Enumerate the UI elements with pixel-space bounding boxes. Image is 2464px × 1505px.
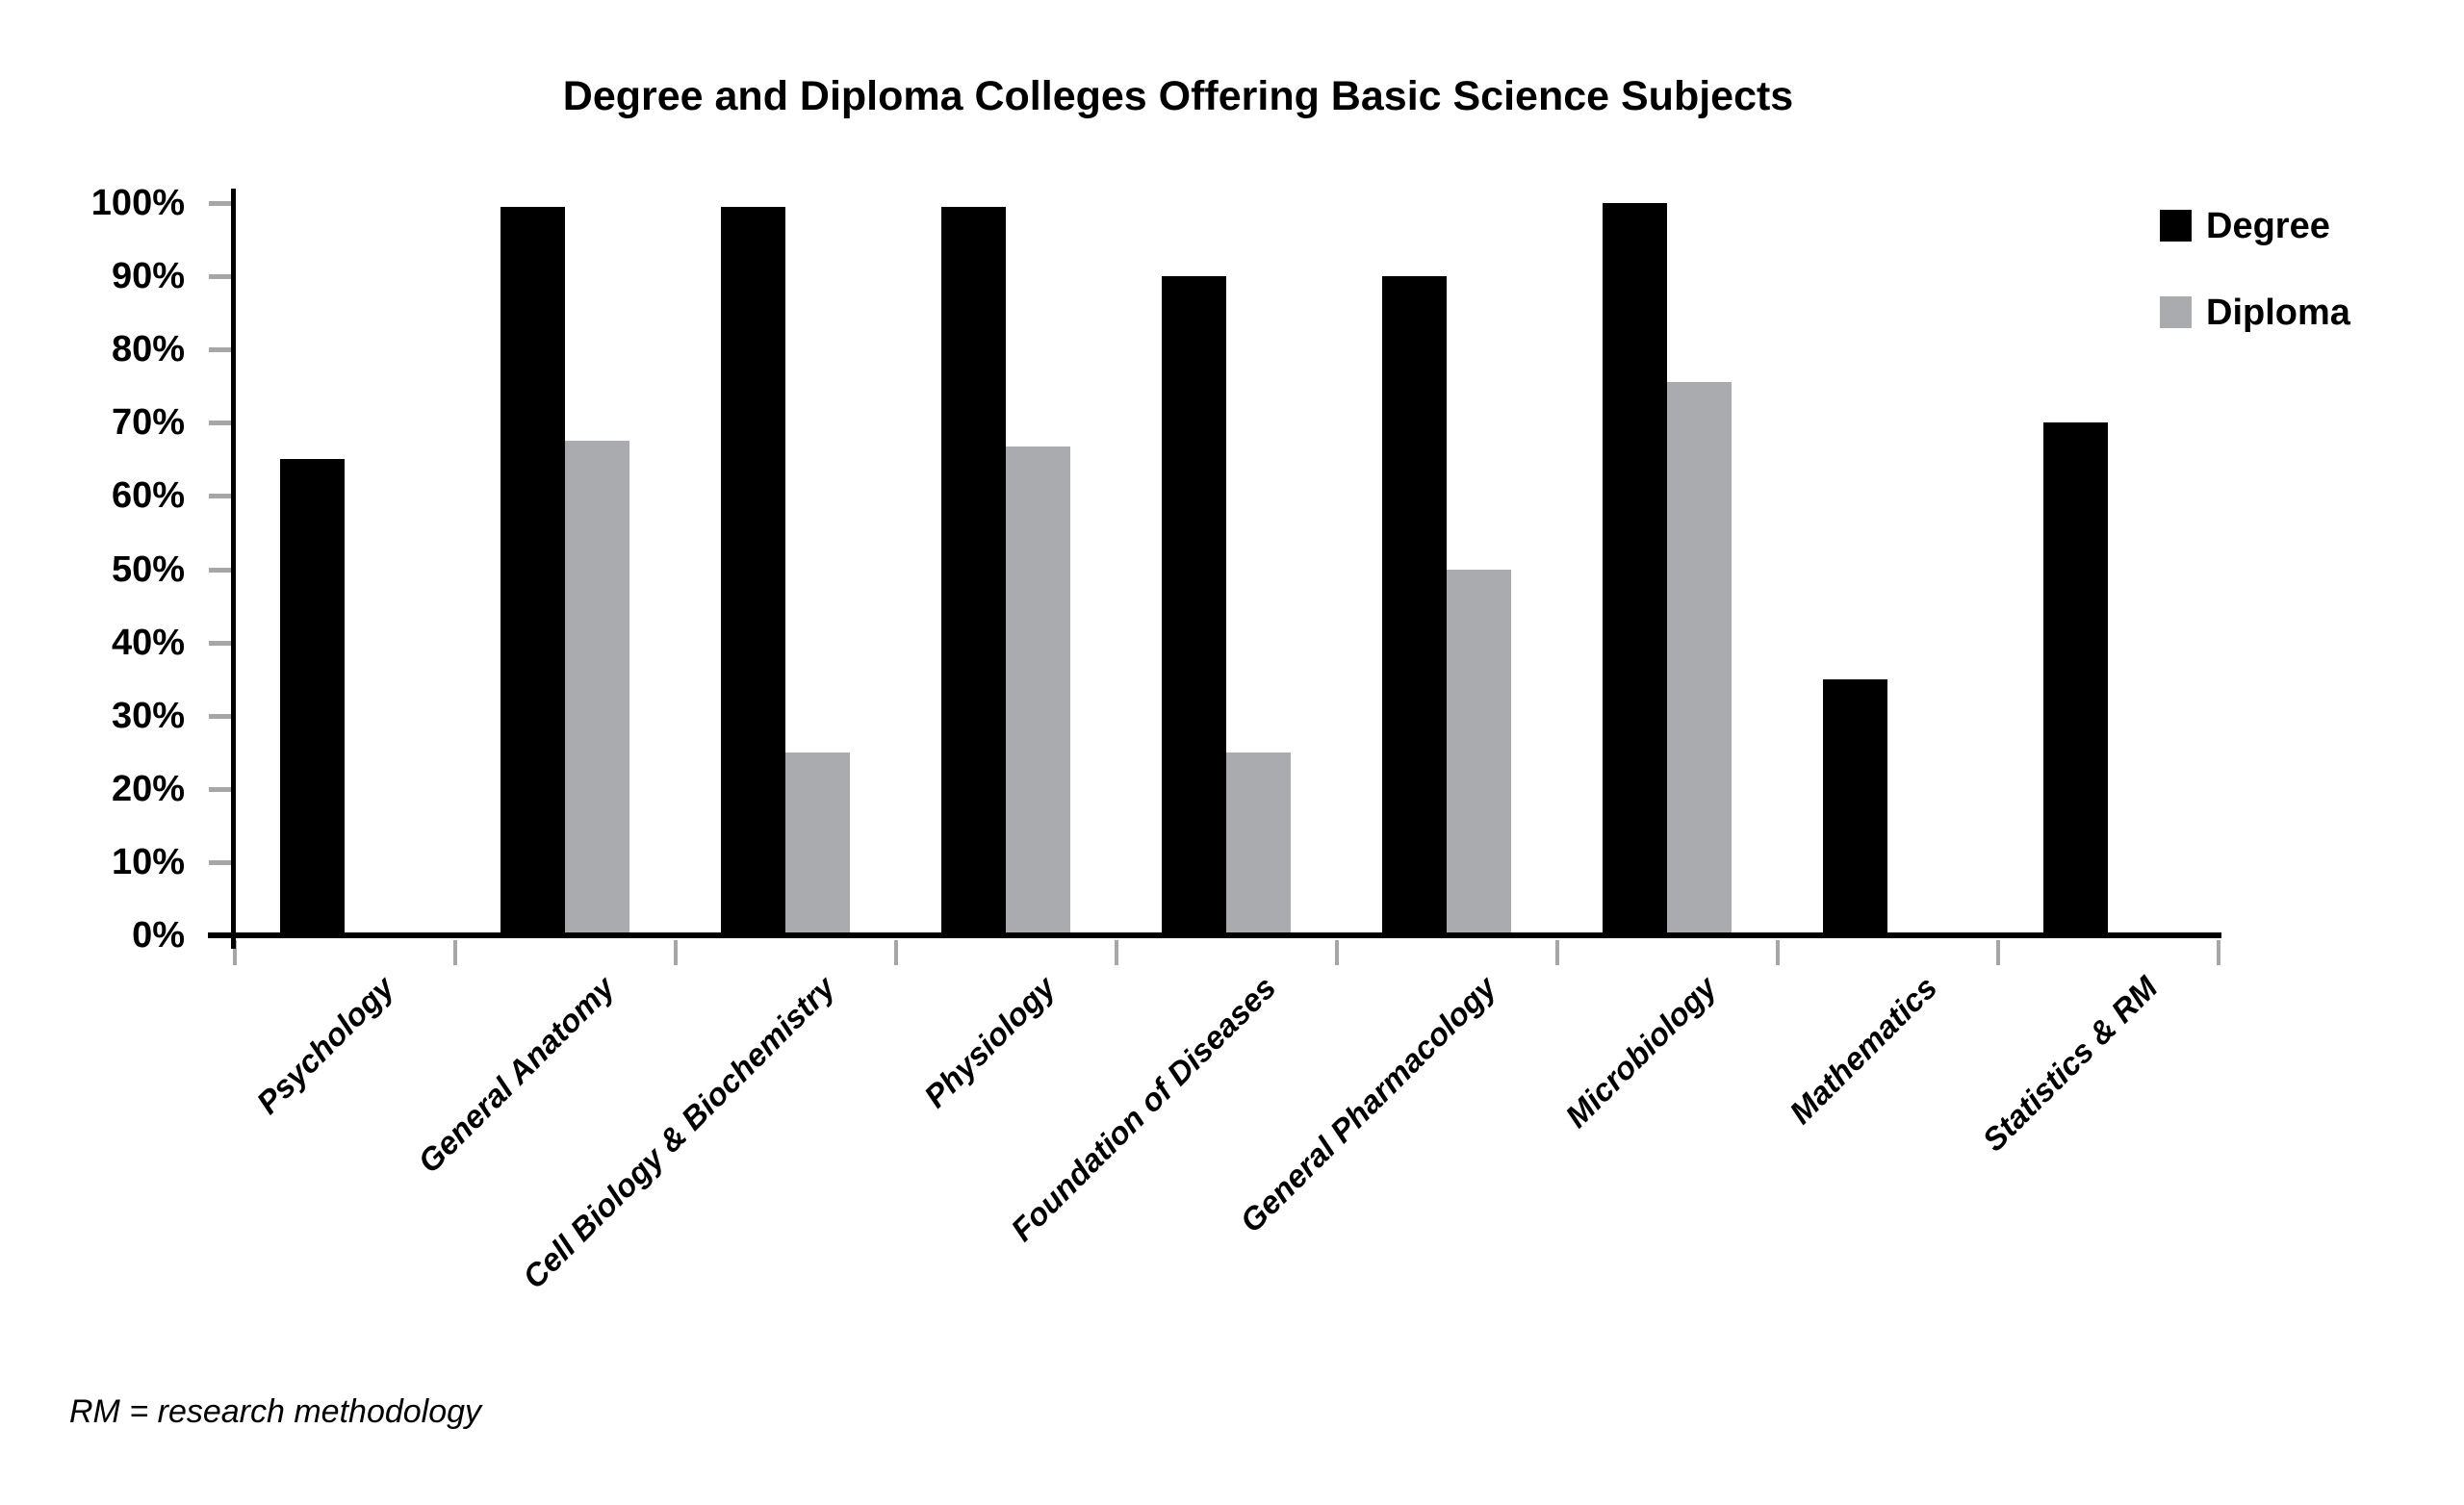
legend-item-diploma: Diploma	[2160, 293, 2449, 333]
y-axis-tick	[209, 347, 234, 353]
bar-degree-cell-biology-biochemistry	[721, 206, 785, 935]
y-axis-tick	[209, 494, 234, 499]
chart-footnote: RM = research methodology	[69, 1393, 482, 1430]
x-axis-tick	[453, 940, 457, 965]
x-axis-tick	[1555, 940, 1559, 965]
bar-degree-physiology	[941, 206, 1006, 935]
bar-degree-microbiology	[1603, 203, 1667, 935]
y-axis-tick	[209, 274, 234, 280]
legend-item-degree: Degree	[2160, 206, 2449, 246]
legend-label-degree: Degree	[2206, 206, 2330, 246]
y-axis-tick-label: 50%	[111, 548, 185, 590]
bar-diploma-cell-biology-biochemistry	[785, 752, 850, 935]
bar-diploma-foundation-of-diseases	[1226, 752, 1291, 935]
y-axis-tick-label: 60%	[111, 475, 185, 517]
y-axis-tick-label: 100%	[90, 183, 185, 223]
legend: Degree Diploma	[2160, 206, 2449, 383]
y-axis-tick	[209, 640, 234, 646]
bar-diploma-general-anatomy	[565, 441, 629, 935]
y-axis-tick-label: 40%	[111, 622, 185, 663]
y-axis-tick	[209, 567, 234, 573]
y-axis-tick-label: 90%	[111, 256, 185, 297]
bar-degree-psychology	[280, 459, 345, 935]
bar-degree-mathematics	[1823, 678, 1887, 935]
bar-degree-foundation-of-diseases	[1162, 276, 1226, 935]
x-axis-tick	[1996, 940, 2000, 965]
y-axis-tick-label: 0%	[132, 915, 185, 956]
y-axis-tick-label: 30%	[111, 695, 185, 736]
x-axis-tick	[233, 940, 237, 965]
bar-degree-general-anatomy	[500, 206, 565, 935]
diploma-swatch-icon	[2160, 296, 2192, 328]
y-axis-tick-label: 80%	[111, 329, 185, 370]
x-axis-tick	[1335, 940, 1339, 965]
y-axis-tick-label: 70%	[111, 402, 185, 444]
degree-swatch-icon	[2160, 210, 2192, 242]
y-axis-tick	[209, 201, 234, 206]
legend-label-diploma: Diploma	[2206, 293, 2350, 333]
x-axis-tick	[1776, 940, 1780, 965]
x-axis-tick	[1115, 940, 1118, 965]
x-axis-tick	[894, 940, 898, 965]
y-axis-tick-label: 20%	[111, 768, 185, 809]
chart-title: Degree and Diploma Colleges Offering Bas…	[562, 73, 1794, 119]
bar-degree-general-pharmacology	[1382, 276, 1447, 935]
bar-diploma-microbiology	[1667, 382, 1732, 935]
bar-diploma-physiology	[1006, 446, 1070, 935]
x-axis-tick	[2217, 940, 2220, 965]
y-axis-tick	[209, 786, 234, 792]
y-axis-tick	[209, 859, 234, 865]
y-axis-tick-label: 10%	[111, 841, 185, 882]
y-axis-tick	[209, 713, 234, 719]
y-axis-tick	[209, 421, 234, 426]
bar-degree-statistics-rm	[2043, 422, 2108, 935]
y-axis-line	[231, 189, 236, 949]
x-axis-line	[208, 932, 2221, 938]
x-axis-tick	[674, 940, 678, 965]
bar-diploma-general-pharmacology	[1447, 569, 1511, 935]
